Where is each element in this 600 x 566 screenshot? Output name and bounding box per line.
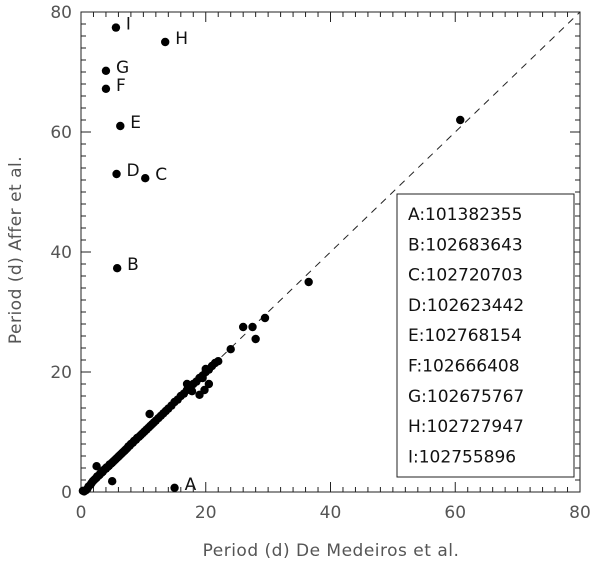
- data-point: [182, 379, 192, 389]
- x-axis-title: Period (d) De Medeiros et al.: [203, 541, 460, 561]
- legend: A:101382355 B:102683643 C:102720703 D:10262…: [396, 193, 575, 478]
- x-tick-label: 60: [444, 503, 466, 523]
- x-tick-label: 0: [76, 503, 87, 523]
- data-point: [107, 477, 117, 486]
- data-point: [92, 462, 101, 471]
- legend-entry-i: I:102755896: [408, 447, 516, 467]
- annotations-layer: A B CD EFG H I: [116, 15, 197, 495]
- data-point-c: [141, 174, 150, 183]
- data-point-e: [116, 121, 125, 131]
- points-layer: [78, 23, 465, 496]
- data-point: [187, 387, 197, 396]
- reference-line-layer: [80, 11, 581, 493]
- data-point: [260, 313, 270, 323]
- point-label-e: E: [130, 113, 141, 133]
- y-tick-label: 80: [50, 3, 72, 23]
- point-label-h: H: [175, 29, 188, 49]
- y-axis-title: Period (d) Affer et al.: [6, 156, 26, 344]
- legend-entry-g: G:102675767: [408, 387, 524, 407]
- data-point: [248, 322, 257, 332]
- data-point-h: [161, 37, 170, 47]
- x-tick-label: 20: [195, 503, 217, 523]
- data-point: [200, 385, 209, 395]
- data-point-f: [101, 84, 111, 94]
- point-label-d: D: [127, 161, 140, 181]
- data-point: [214, 357, 223, 366]
- data-point-d: [112, 169, 121, 179]
- y-tick-label: 60: [50, 123, 72, 143]
- legend-box: [396, 193, 575, 478]
- x-tick-label: 80: [569, 503, 591, 523]
- data-point-b: [112, 264, 122, 273]
- legend-entry-h: H:102727947: [408, 417, 524, 437]
- data-point: [238, 322, 248, 332]
- data-point: [201, 364, 210, 374]
- legend-entry-d: D:102623442: [408, 296, 524, 316]
- ticks-layer: 0 20 40 60 80 0 20 40 60 80: [50, 3, 590, 523]
- data-point: [198, 373, 207, 383]
- y-tick-label: 40: [50, 243, 72, 263]
- data-point-a: [170, 483, 179, 492]
- data-point-i: [111, 23, 121, 32]
- point-label-i: I: [126, 15, 131, 35]
- point-label-a: A: [185, 475, 197, 495]
- data-point: [304, 277, 313, 287]
- one-to-one-line: [80, 11, 581, 493]
- legend-entry-e: E:102768154: [408, 326, 522, 346]
- point-label-f: F: [116, 76, 126, 96]
- legend-entry-a: A:101382355: [408, 205, 522, 225]
- point-label-b: B: [127, 255, 139, 275]
- data-point: [456, 115, 465, 125]
- point-label-g: G: [116, 58, 129, 78]
- data-point: [145, 409, 154, 419]
- x-tick-label: 40: [320, 503, 342, 523]
- legend-entry-b: B:102683643: [408, 235, 523, 255]
- data-point: [251, 334, 260, 344]
- point-label-c: C: [155, 165, 167, 185]
- legend-entry-c: C:102720703: [408, 266, 523, 286]
- y-tick-label: 0: [61, 483, 72, 503]
- data-point: [226, 345, 235, 354]
- data-point-g: [101, 66, 111, 76]
- legend-entry-f: F:102666408: [408, 357, 520, 377]
- y-tick-label: 20: [50, 363, 72, 383]
- data-point: [204, 379, 214, 389]
